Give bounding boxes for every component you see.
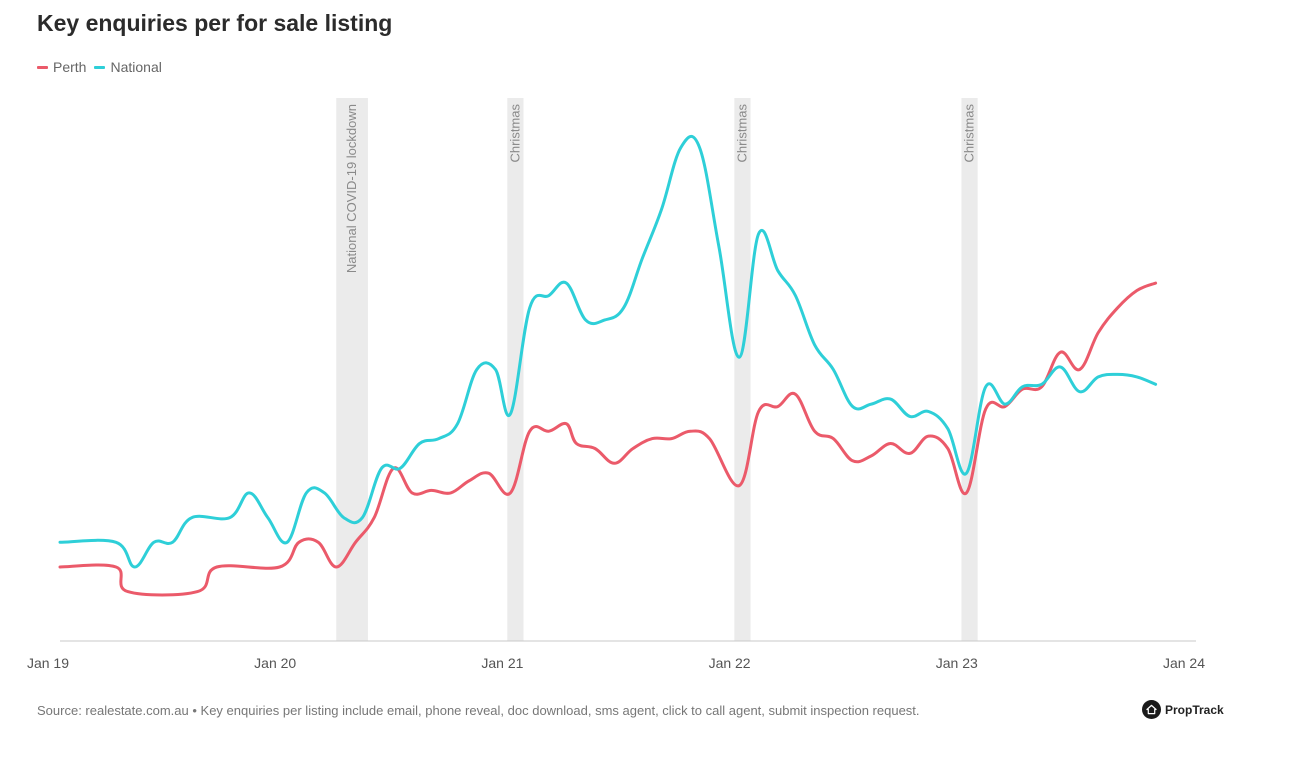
brand-name: PropTrack: [1165, 702, 1224, 717]
x-tick-label-2: Jan 21: [481, 655, 523, 671]
annotation-band-0: [336, 98, 368, 641]
legend-item-perth[interactable]: Perth: [37, 59, 86, 75]
x-tick-label-0: Jan 19: [27, 655, 69, 671]
x-tick-label-5: Jan 24: [1163, 655, 1205, 671]
series-line-national: [58, 135, 1158, 569]
annotation-label-1: Christmas: [507, 104, 522, 163]
annotation-band-1: [507, 98, 524, 641]
x-tick-label-3: Jan 22: [709, 655, 751, 671]
annotation-label-3: Christmas: [962, 104, 977, 163]
annotation-bands: National COVID-19 lockdown Christmas Chris…: [336, 98, 978, 641]
legend-item-national[interactable]: National: [94, 59, 162, 75]
legend-label-perth: Perth: [53, 59, 87, 75]
series-line-perth: [58, 281, 1158, 597]
chart-title: Key enquiries per for sale listing: [37, 10, 393, 36]
legend-swatch-perth: [37, 65, 48, 69]
annotation-label-0: National COVID-19 lockdown: [344, 104, 359, 273]
source-note: Source: realestate.com.au • Key enquirie…: [37, 703, 920, 718]
annotation-band-3: [961, 98, 978, 641]
house-icon: [1142, 700, 1161, 719]
x-tick-label-4: Jan 23: [936, 655, 978, 671]
x-tick-label-1: Jan 20: [254, 655, 296, 671]
x-axis-ticks: Jan 19 Jan 20 Jan 21 Jan 22 Jan 23 Jan 24: [27, 655, 1205, 671]
legend-swatch-national: [94, 65, 106, 69]
annotation-label-2: Christmas: [734, 104, 749, 163]
series-lines: [58, 135, 1158, 597]
legend-label-national: National: [110, 59, 162, 75]
annotation-band-2: [734, 98, 751, 641]
chart-legend: Perth National: [37, 59, 170, 75]
brand-logo: PropTrack: [1142, 700, 1224, 719]
